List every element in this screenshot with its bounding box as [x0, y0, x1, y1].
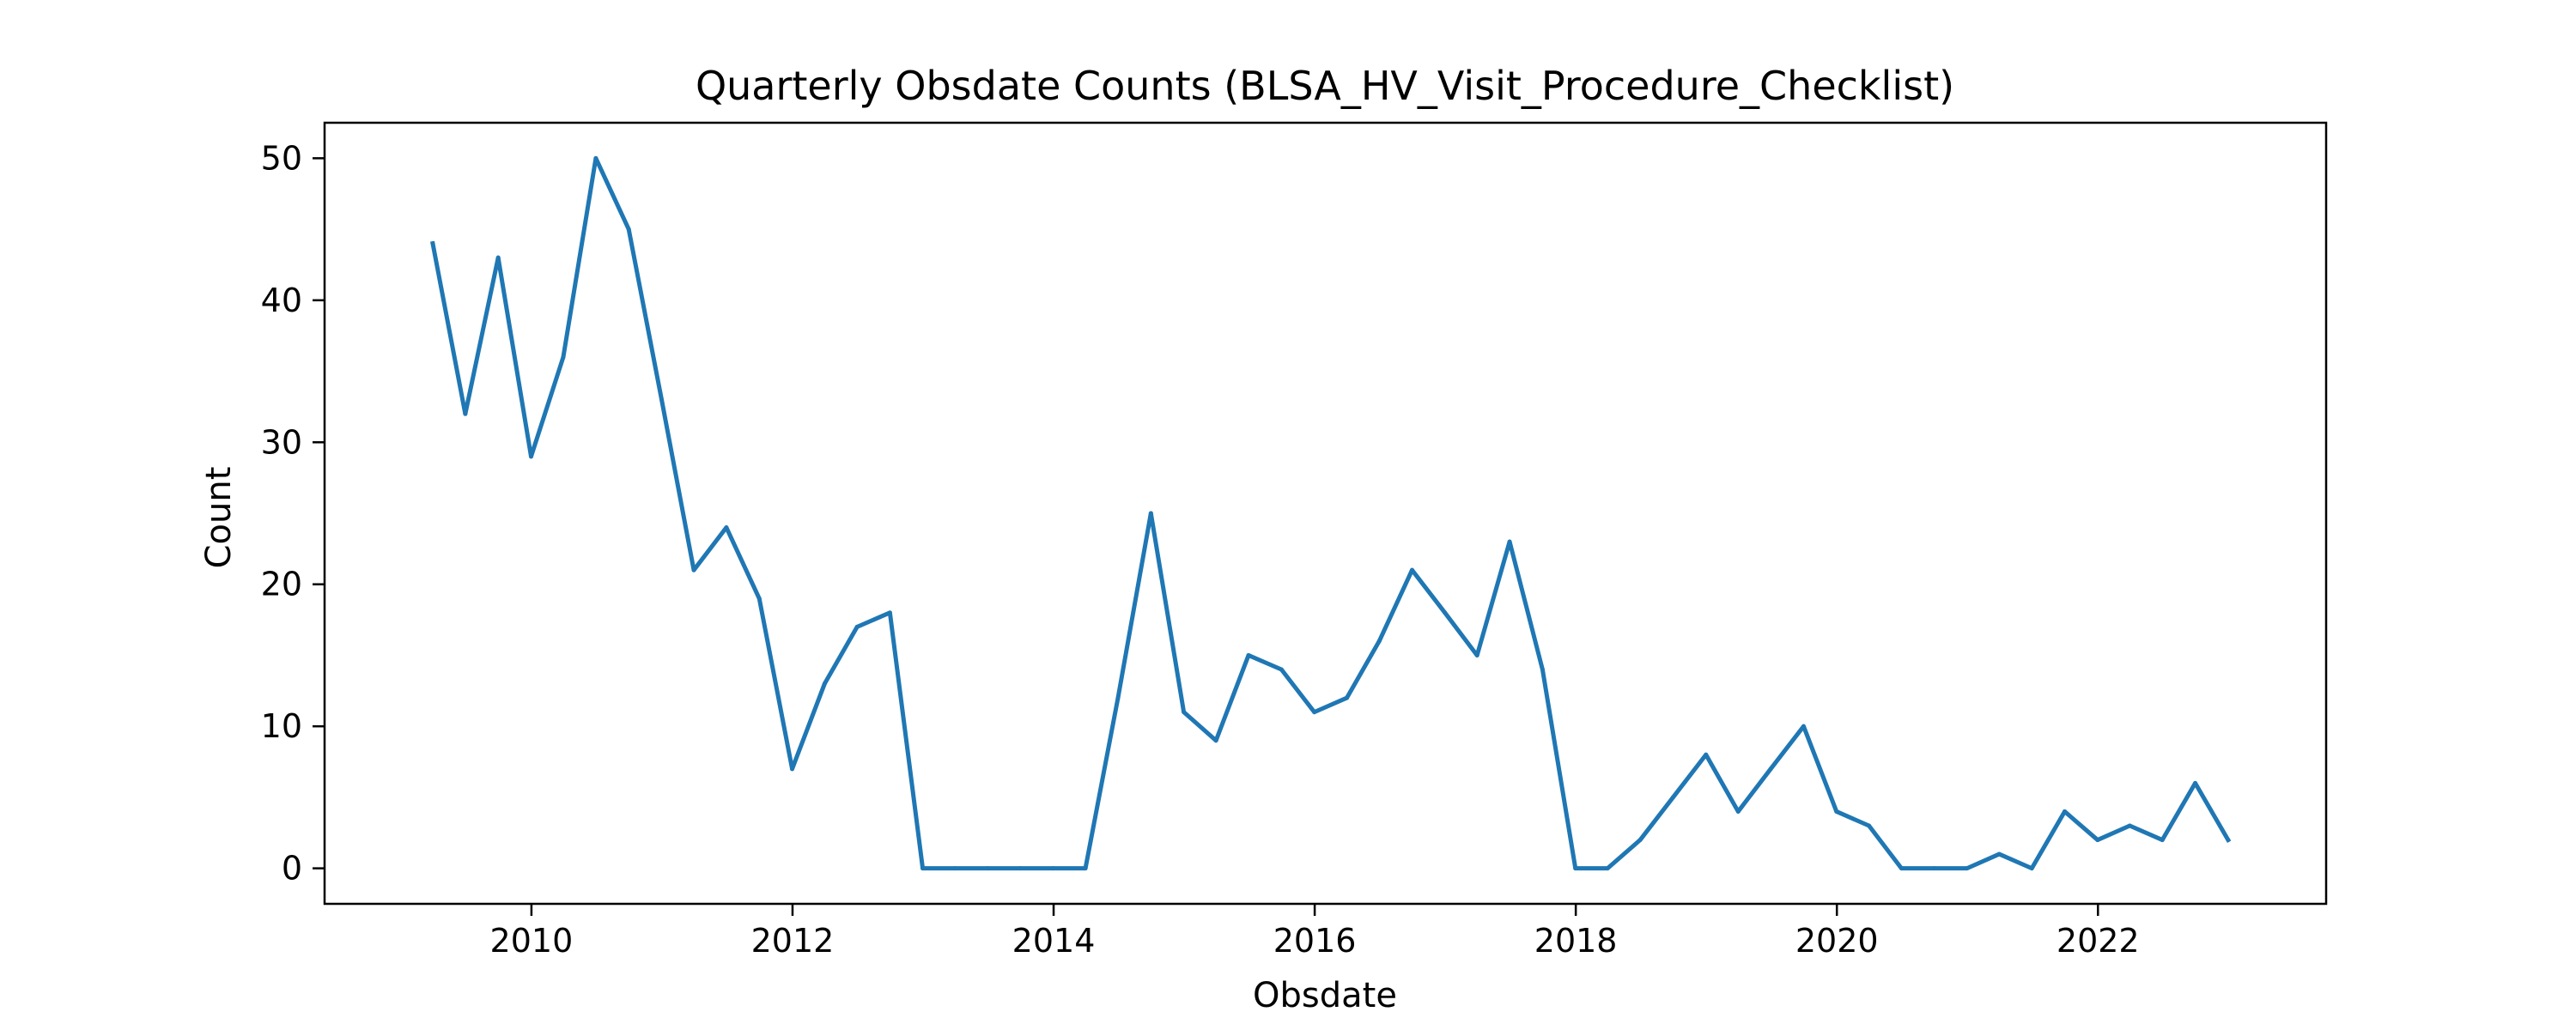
data-point	[430, 241, 435, 246]
data-point	[1573, 866, 1578, 871]
data-point	[593, 155, 598, 161]
data-point	[1735, 809, 1741, 814]
y-axis-label: Count	[199, 467, 239, 569]
data-point	[920, 866, 926, 871]
y-tick-label: 40	[261, 282, 302, 319]
data-point	[463, 411, 468, 416]
data-point	[1768, 766, 1773, 772]
data-point	[1182, 710, 1187, 715]
data-point	[1540, 667, 1545, 672]
data-point	[1148, 511, 1153, 516]
data-point	[1867, 823, 1872, 828]
data-point	[854, 624, 860, 629]
y-tick-label: 20	[261, 566, 302, 603]
data-point	[1018, 866, 1023, 871]
data-point	[1443, 610, 1448, 615]
plot-area	[430, 155, 2232, 871]
data-point	[2193, 780, 2198, 785]
y-tick-label: 50	[261, 139, 302, 177]
x-tick-label: 2022	[2057, 922, 2140, 960]
data-point	[1834, 809, 1839, 814]
data-point	[1279, 667, 1284, 672]
y-tick-label: 0	[282, 850, 302, 888]
data-point	[1213, 738, 1218, 743]
data-point	[2160, 838, 2165, 843]
data-point	[1474, 652, 1479, 657]
data-point	[691, 567, 696, 573]
data-point	[1246, 652, 1251, 657]
chart-title: Quarterly Obsdate Counts (BLSA_HV_Visit_…	[696, 63, 1954, 109]
y-tick-label: 10	[261, 707, 302, 745]
data-point	[1115, 695, 1121, 700]
data-point	[1409, 567, 1414, 573]
data-point	[756, 596, 762, 601]
data-point	[1899, 866, 1904, 871]
data-point	[887, 610, 892, 615]
data-point	[822, 682, 827, 687]
data-point	[1507, 539, 1512, 544]
x-tick-label: 2014	[1012, 922, 1096, 960]
data-point	[952, 866, 957, 871]
data-point	[1637, 838, 1643, 843]
data-point	[659, 397, 665, 403]
data-point	[1051, 866, 1056, 871]
data-point	[790, 766, 795, 772]
data-point	[985, 866, 990, 871]
data-point	[495, 255, 501, 260]
series-line	[430, 155, 2232, 871]
y-tick-label: 30	[261, 423, 302, 461]
data-point	[1996, 851, 2002, 857]
data-point	[2063, 809, 2068, 814]
data-point	[1344, 695, 1349, 700]
data-point	[2095, 838, 2100, 843]
data-point	[1083, 866, 1088, 871]
x-tick-label: 2018	[1534, 922, 1618, 960]
data-point	[1376, 639, 1382, 644]
data-point	[2127, 823, 2132, 828]
axes: 2010 2012 2014 2016 2018 2020 2022 0 10 20 30 40 50	[261, 121, 2328, 960]
data-point	[1965, 866, 1970, 871]
x-tick-label: 2010	[490, 922, 574, 960]
data-point	[529, 454, 533, 459]
data-point	[626, 227, 631, 232]
data-point	[1670, 795, 1675, 800]
data-point	[1801, 724, 1806, 729]
data-point	[561, 354, 566, 360]
data-point	[724, 525, 729, 530]
x-axis-label: Obsdate	[1253, 976, 1397, 1015]
data-point	[1932, 866, 1937, 871]
data-point	[1704, 752, 1709, 757]
data-point	[1605, 866, 1610, 871]
x-tick-label: 2020	[1795, 922, 1879, 960]
data-point	[1312, 710, 1317, 715]
data-point	[2226, 838, 2231, 843]
x-tick-label: 2012	[751, 922, 835, 960]
data-point	[2029, 866, 2034, 871]
x-tick-label: 2016	[1273, 922, 1357, 960]
plot-frame	[323, 121, 2328, 906]
